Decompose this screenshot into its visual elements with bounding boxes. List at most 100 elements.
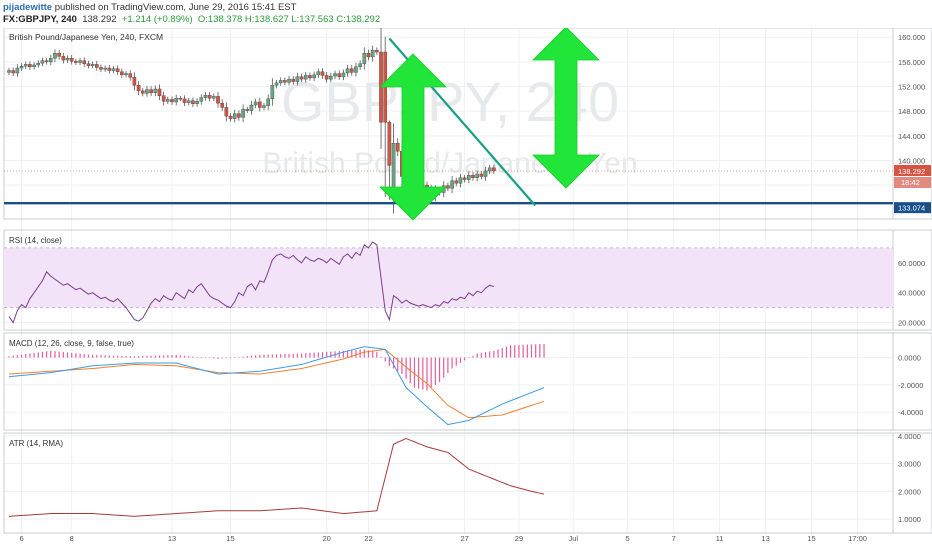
- macd-histogram-bar: [321, 352, 324, 358]
- candle-body: [19, 66, 24, 69]
- macd-histogram-bar: [284, 354, 286, 358]
- candle-body: [249, 104, 254, 111]
- macd-histogram-bar: [121, 355, 123, 358]
- candle-body: [283, 80, 287, 83]
- macd-histogram-bar: [480, 352, 482, 358]
- countdown-tag-label: 18:42: [901, 178, 920, 187]
- candle-body: [295, 76, 300, 82]
- macd-histogram-bar: [137, 356, 140, 358]
- candle-body: [492, 167, 496, 172]
- y-tick-label: 20.0000: [898, 319, 925, 328]
- atr-line: [8, 438, 545, 517]
- macd-histogram-bar: [518, 344, 520, 358]
- candle-body: [287, 78, 291, 83]
- macd-histogram-bar: [455, 357, 457, 366]
- macd-histogram-bar: [25, 354, 27, 358]
- candle-body: [36, 62, 41, 66]
- rsi-pane-title: RSI (14, close): [9, 236, 62, 245]
- macd-histogram-bar: [255, 355, 257, 358]
- candle-body: [212, 96, 216, 99]
- candle-body: [320, 71, 325, 76]
- macd-histogram-bar: [367, 350, 370, 358]
- macd-histogram-bar: [497, 349, 499, 358]
- candle-body: [395, 143, 400, 152]
- author-link[interactable]: pijadewitte: [3, 2, 53, 13]
- candle-body: [149, 89, 153, 93]
- macd-histogram-bar: [163, 355, 165, 358]
- candle-body: [258, 101, 262, 108]
- price-pane-title: British Pound/Japanese Yen, 240, FXCM: [9, 32, 163, 42]
- macd-histogram-bar: [171, 354, 173, 358]
- macd-histogram-bar: [292, 353, 294, 358]
- macd-histogram-bar: [221, 357, 223, 359]
- macd-histogram-bar: [505, 346, 508, 358]
- macd-pane-title: MACD (12, 26, close, 9, false, true): [9, 339, 134, 348]
- macd-histogram-bar: [405, 357, 407, 379]
- pane-frame: [3, 332, 932, 431]
- candle-body: [341, 72, 346, 77]
- candle-body: [82, 60, 87, 64]
- chart-area[interactable]: 160.000 156.000 152.000 148.000 144.000 140.0…: [0, 28, 932, 550]
- double-arrow-left: [379, 53, 447, 221]
- macd-histogram-bar: [225, 357, 227, 359]
- x-tick-label: 7: [672, 534, 676, 543]
- macd-histogram-bar: [183, 355, 186, 358]
- macd-histogram-bar: [388, 357, 390, 366]
- macd-histogram-bar: [422, 357, 424, 390]
- x-tick-label: 8: [70, 534, 74, 543]
- candle-body: [53, 53, 57, 59]
- candle-body: [312, 74, 316, 79]
- macd-histogram-bar: [468, 357, 470, 359]
- macd-signal-line: [8, 348, 545, 419]
- candle-body: [132, 77, 137, 86]
- macd-histogram-bar: [501, 348, 503, 358]
- macd-histogram-bar: [175, 354, 177, 358]
- candle-body: [462, 177, 467, 180]
- candle-body: [274, 82, 279, 86]
- candle-body: [487, 167, 492, 172]
- x-tick-label: 27: [460, 534, 468, 543]
- macd-histogram-bar: [296, 353, 299, 358]
- macd-histogram-bar: [50, 350, 52, 358]
- macd-histogram-bar: [330, 351, 332, 358]
- candle-body: [391, 143, 396, 194]
- macd-histogram-bar: [543, 343, 545, 358]
- candle-body: [11, 70, 15, 74]
- macd-histogram-bar: [87, 354, 90, 358]
- candle-body: [140, 90, 145, 94]
- macd-histogram-bar: [430, 357, 432, 388]
- macd-histogram-bar: [150, 355, 152, 358]
- candle-body: [232, 113, 237, 119]
- y-tick-label: 4.0000: [898, 432, 921, 441]
- macd-histogram-bar: [8, 356, 10, 358]
- macd-histogram-bar: [535, 344, 537, 358]
- macd-histogram-bar: [58, 351, 60, 358]
- candle-body: [103, 67, 107, 70]
- candle-body: [44, 60, 49, 63]
- macd-histogram-bar: [338, 351, 340, 358]
- macd-histogram-bar: [351, 350, 353, 358]
- macd-histogram-bar: [380, 356, 382, 358]
- candle-body: [178, 98, 183, 100]
- support-tag: [894, 202, 931, 214]
- macd-histogram-bar: [33, 352, 35, 358]
- candle-body: [387, 122, 392, 166]
- candle-body: [28, 64, 32, 68]
- candle-body: [203, 94, 208, 98]
- macd-histogram-bar: [200, 357, 202, 358]
- candle-body: [157, 88, 162, 96]
- y-tick-label: 144.000: [898, 132, 925, 141]
- candle-body: [207, 94, 212, 99]
- macd-histogram-bar: [309, 352, 311, 358]
- candle-body: [241, 109, 245, 118]
- macd-histogram-bar: [37, 352, 39, 358]
- macd-histogram-bar: [363, 349, 365, 358]
- macd-histogram-bar: [459, 357, 462, 364]
- macd-histogram-bar: [476, 353, 478, 358]
- macd-histogram-bar: [305, 353, 307, 358]
- macd-histogram-bar: [75, 353, 77, 358]
- macd-histogram-bar: [489, 351, 491, 358]
- candle-body: [74, 61, 78, 63]
- macd-histogram-bar: [20, 354, 23, 358]
- y-tick-label: 0.0000: [898, 354, 921, 363]
